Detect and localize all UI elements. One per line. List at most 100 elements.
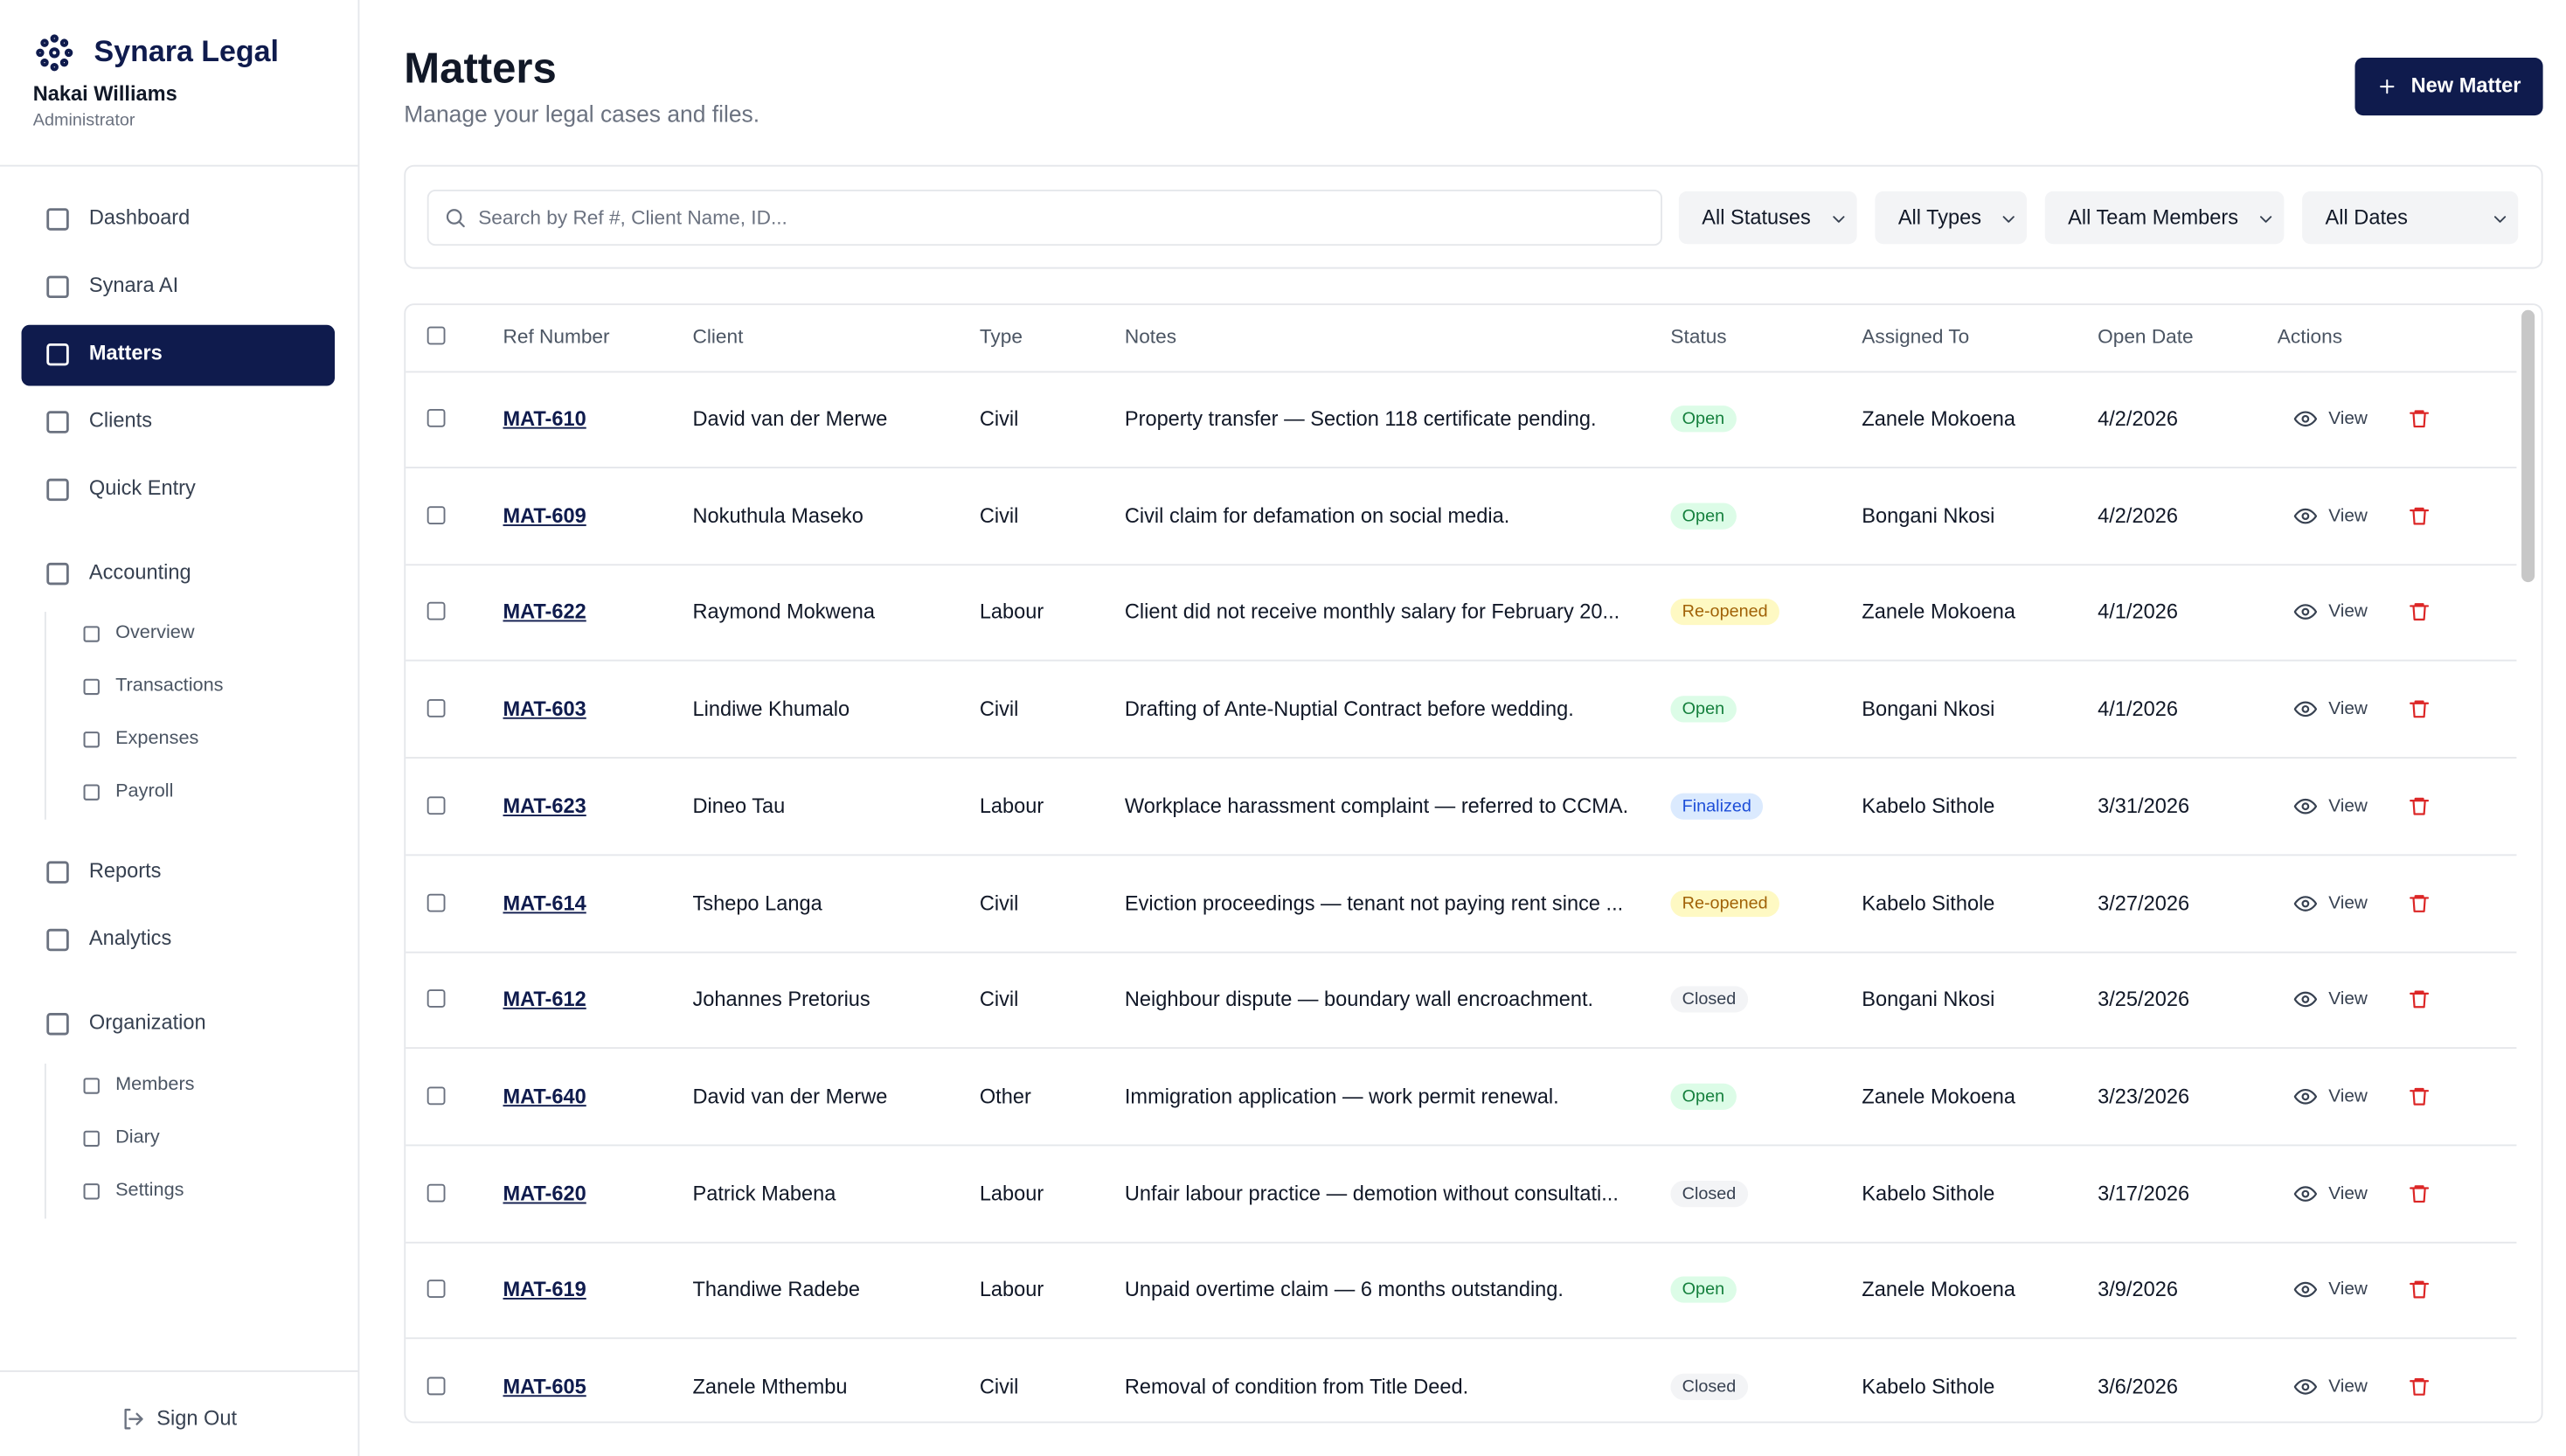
nav-item[interactable]: Quick Entry bbox=[88, 476, 196, 500]
checkbox[interactable] bbox=[427, 1086, 446, 1106]
view-button[interactable]: View bbox=[2328, 795, 2368, 816]
assigned-to: Zanele Mokoena bbox=[1862, 407, 2016, 431]
divider bbox=[0, 1370, 358, 1372]
nav-item[interactable]: Matters bbox=[88, 341, 163, 365]
row-divider bbox=[406, 466, 2517, 468]
nav-icon bbox=[43, 272, 73, 302]
checkbox[interactable] bbox=[427, 1183, 446, 1202]
checkbox[interactable] bbox=[427, 408, 446, 427]
ref-link[interactable]: MAT-640 bbox=[503, 1085, 586, 1108]
view-icon bbox=[2293, 1182, 2318, 1204]
icon bbox=[46, 343, 69, 366]
checkbox[interactable] bbox=[427, 1376, 446, 1396]
ref-link[interactable]: MAT-605 bbox=[503, 1375, 586, 1399]
filter-select[interactable] bbox=[1678, 191, 1857, 245]
ref-link[interactable]: MAT-603 bbox=[503, 697, 586, 721]
nav-item[interactable]: Reports bbox=[88, 859, 162, 883]
nav-sub-item[interactable]: Members bbox=[115, 1075, 195, 1095]
view-button[interactable]: View bbox=[2328, 408, 2368, 429]
ref-link[interactable]: MAT-623 bbox=[503, 794, 586, 818]
status-badge: Open bbox=[1670, 502, 1737, 530]
delete-button[interactable] bbox=[2408, 504, 2431, 527]
delete-button[interactable] bbox=[2408, 891, 2431, 914]
delete-button[interactable] bbox=[2408, 794, 2431, 817]
nav-sub-item[interactable]: Overview bbox=[115, 623, 195, 643]
filter-label[interactable]: All Statuses bbox=[1702, 205, 1811, 230]
nav-item[interactable]: Synara AI bbox=[88, 274, 179, 297]
ref-link[interactable]: MAT-609 bbox=[503, 503, 586, 528]
filter-select[interactable] bbox=[1875, 191, 2027, 245]
client: Lindiwe Khumalo bbox=[692, 697, 850, 721]
view-button[interactable]: View bbox=[2328, 1183, 2368, 1203]
nav-item[interactable]: Dashboard bbox=[88, 205, 191, 230]
delete-button[interactable] bbox=[2408, 988, 2431, 1011]
nav-item[interactable]: Organization bbox=[88, 1010, 206, 1035]
delete-button[interactable] bbox=[2408, 1182, 2431, 1204]
ref-link[interactable]: MAT-610 bbox=[503, 407, 586, 431]
chevron bbox=[1999, 208, 2019, 228]
checkbox[interactable] bbox=[427, 989, 446, 1009]
icon bbox=[46, 928, 69, 952]
checkbox[interactable] bbox=[427, 795, 446, 815]
row-divider bbox=[406, 1241, 2517, 1243]
ref-link[interactable]: MAT-619 bbox=[503, 1278, 586, 1302]
ref-link[interactable]: MAT-614 bbox=[503, 891, 586, 915]
ref-link[interactable]: MAT-622 bbox=[503, 600, 586, 624]
filter-label[interactable]: All Types bbox=[1897, 205, 1982, 230]
ref-link[interactable]: MAT-612 bbox=[503, 988, 586, 1012]
view-button[interactable]: View bbox=[2328, 505, 2368, 526]
checkbox[interactable] bbox=[427, 602, 446, 621]
view-button[interactable]: View bbox=[2328, 699, 2368, 719]
sub-icon bbox=[80, 676, 102, 698]
delete-button[interactable] bbox=[2408, 697, 2431, 720]
row-divider bbox=[406, 563, 2517, 565]
open-date: 3/31/2026 bbox=[2098, 794, 2190, 818]
nav-sub-item[interactable]: Diary bbox=[115, 1127, 160, 1148]
view-icon bbox=[2293, 1085, 2318, 1107]
filter-select[interactable] bbox=[2044, 191, 2285, 245]
icon bbox=[83, 784, 100, 801]
icon bbox=[2293, 701, 2318, 718]
icon bbox=[2293, 1379, 2318, 1395]
checkbox[interactable] bbox=[427, 1279, 446, 1299]
view-button[interactable]: View bbox=[2328, 892, 2368, 913]
delete-button[interactable] bbox=[2408, 1279, 2431, 1301]
view-button[interactable]: View bbox=[2328, 1279, 2368, 1300]
nav-sub-item[interactable]: Payroll bbox=[115, 781, 174, 802]
filter-label[interactable]: All Team Members bbox=[2068, 205, 2239, 230]
type: Labour bbox=[979, 794, 1044, 818]
checkbox[interactable] bbox=[427, 699, 446, 718]
sign-out[interactable]: Sign Out bbox=[156, 1406, 238, 1430]
nav-item[interactable]: Accounting bbox=[88, 560, 191, 584]
view-button[interactable]: View bbox=[2328, 1086, 2368, 1106]
checkbox[interactable] bbox=[427, 505, 446, 524]
delete-button[interactable] bbox=[2408, 601, 2431, 624]
icon bbox=[2293, 1282, 2318, 1298]
delete-button[interactable] bbox=[2408, 1085, 2431, 1107]
button-label[interactable]: New Matter bbox=[2410, 73, 2521, 98]
view-button[interactable]: View bbox=[2328, 1376, 2368, 1397]
nav-icon bbox=[43, 407, 73, 437]
nav-item[interactable]: Clients bbox=[88, 408, 153, 433]
view-button[interactable]: View bbox=[2328, 989, 2368, 1010]
delete-button[interactable] bbox=[2408, 407, 2431, 430]
checkbox[interactable] bbox=[427, 892, 446, 912]
type: Civil bbox=[979, 1375, 1019, 1399]
icon bbox=[2410, 894, 2430, 912]
nav-sub-item[interactable]: Transactions bbox=[115, 676, 224, 697]
nav-active bbox=[21, 324, 336, 386]
checkbox[interactable] bbox=[427, 326, 446, 345]
brand: Synara Legal bbox=[94, 34, 280, 68]
open-date: 3/6/2026 bbox=[2098, 1375, 2178, 1399]
nav-item[interactable]: Analytics bbox=[88, 926, 172, 950]
status-badge: Re-opened bbox=[1670, 599, 1779, 626]
open-date: 4/1/2026 bbox=[2098, 697, 2178, 721]
delete-button[interactable] bbox=[2408, 1376, 2431, 1398]
nav-sub-item[interactable]: Expenses bbox=[115, 729, 199, 749]
search-input[interactable] bbox=[427, 189, 1662, 246]
ref-link[interactable]: MAT-620 bbox=[503, 1182, 586, 1205]
nav-sub-item[interactable]: Settings bbox=[115, 1181, 184, 1201]
filter-select[interactable] bbox=[2302, 191, 2519, 245]
view-button[interactable]: View bbox=[2328, 602, 2368, 623]
filter-label[interactable]: All Dates bbox=[2325, 205, 2408, 230]
